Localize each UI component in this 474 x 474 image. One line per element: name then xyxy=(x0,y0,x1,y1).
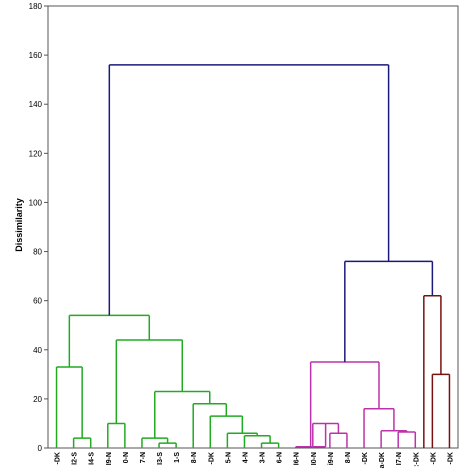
leaf-label: 1-S xyxy=(174,452,181,463)
dendrogram-link xyxy=(107,422,126,448)
leaf-label: I9-N xyxy=(106,452,113,465)
leaf-label: :-DK xyxy=(413,452,420,467)
leaf-label: I6-N xyxy=(294,452,301,465)
y-tick-label: 160 xyxy=(29,51,43,60)
leaf-label: I3-S xyxy=(157,452,164,465)
leaf-label: I0-N xyxy=(311,452,318,465)
dendrogram-link xyxy=(68,314,151,367)
dendrogram-link xyxy=(260,442,280,448)
leaf-label: 4-N xyxy=(242,452,249,463)
y-tick-label: 180 xyxy=(29,2,43,11)
y-axis: 0 20 40 60 80 100 120 140 160 180 xyxy=(29,2,48,453)
leaf-label: 8-N xyxy=(345,452,352,463)
leaf-label: 3-N xyxy=(260,452,267,463)
y-tick-label: 20 xyxy=(33,395,42,404)
leaf-labels: -DK I2-S I4-S I9-N 0-N 7-N I3-S 1-S 8-N -DK 5-N 4-N… xyxy=(55,452,455,469)
dendrogram-link xyxy=(309,361,380,447)
dendrogram-link xyxy=(380,430,408,448)
dendrogram-link xyxy=(158,442,177,448)
leaf-label: 6-N xyxy=(277,452,284,463)
leaf-label: I2-S xyxy=(72,452,79,465)
dendrogram-link xyxy=(154,390,211,439)
leaf-label: a-DK xyxy=(379,452,386,468)
y-tick-label: 100 xyxy=(29,198,43,207)
dendrogram-link xyxy=(363,407,395,448)
leaf-label: -DK xyxy=(55,452,62,464)
leaf-label: I7-N xyxy=(396,452,403,465)
dendrogram-link xyxy=(243,434,271,448)
y-tick-label: 40 xyxy=(33,346,42,355)
dendrogram-link xyxy=(209,415,244,448)
y-tick-label: 80 xyxy=(33,248,42,257)
leaf-label: -DK xyxy=(430,452,437,464)
dendrogram-link xyxy=(397,431,417,448)
dendrogram-tree xyxy=(55,64,451,448)
leaf-label: 7-N xyxy=(140,452,147,463)
dendrogram-link xyxy=(329,432,348,448)
y-tick-label: 60 xyxy=(33,297,42,306)
dendrogram-link xyxy=(55,366,83,448)
y-tick-label: 0 xyxy=(38,444,43,453)
leaf-label: -DK xyxy=(447,452,454,464)
plot-border xyxy=(47,5,459,449)
leaf-label: 8-N xyxy=(191,452,198,463)
leaf-label: I4-S xyxy=(89,452,96,465)
dendrogram-link xyxy=(344,260,434,363)
leaf-label: 5-N xyxy=(225,452,232,463)
y-tick-label: 140 xyxy=(29,100,43,109)
dendrogram-link xyxy=(431,373,451,448)
y-axis-label: Dissimilarity xyxy=(14,198,24,252)
leaf-label: -DK xyxy=(208,452,215,464)
dendrogram-link xyxy=(115,339,184,424)
leaf-label: i9-N xyxy=(328,452,335,465)
y-tick-label: 120 xyxy=(29,149,43,158)
dendrogram-link xyxy=(108,64,390,316)
plot-frame xyxy=(47,5,459,449)
leaf-label: 0-N xyxy=(123,452,130,463)
leaf-label: -DK xyxy=(362,452,369,464)
dendrogram-link xyxy=(72,437,92,448)
